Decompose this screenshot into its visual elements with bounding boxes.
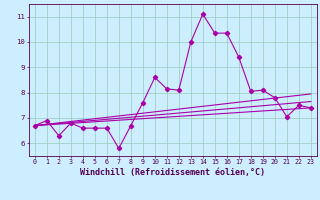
- X-axis label: Windchill (Refroidissement éolien,°C): Windchill (Refroidissement éolien,°C): [80, 168, 265, 177]
